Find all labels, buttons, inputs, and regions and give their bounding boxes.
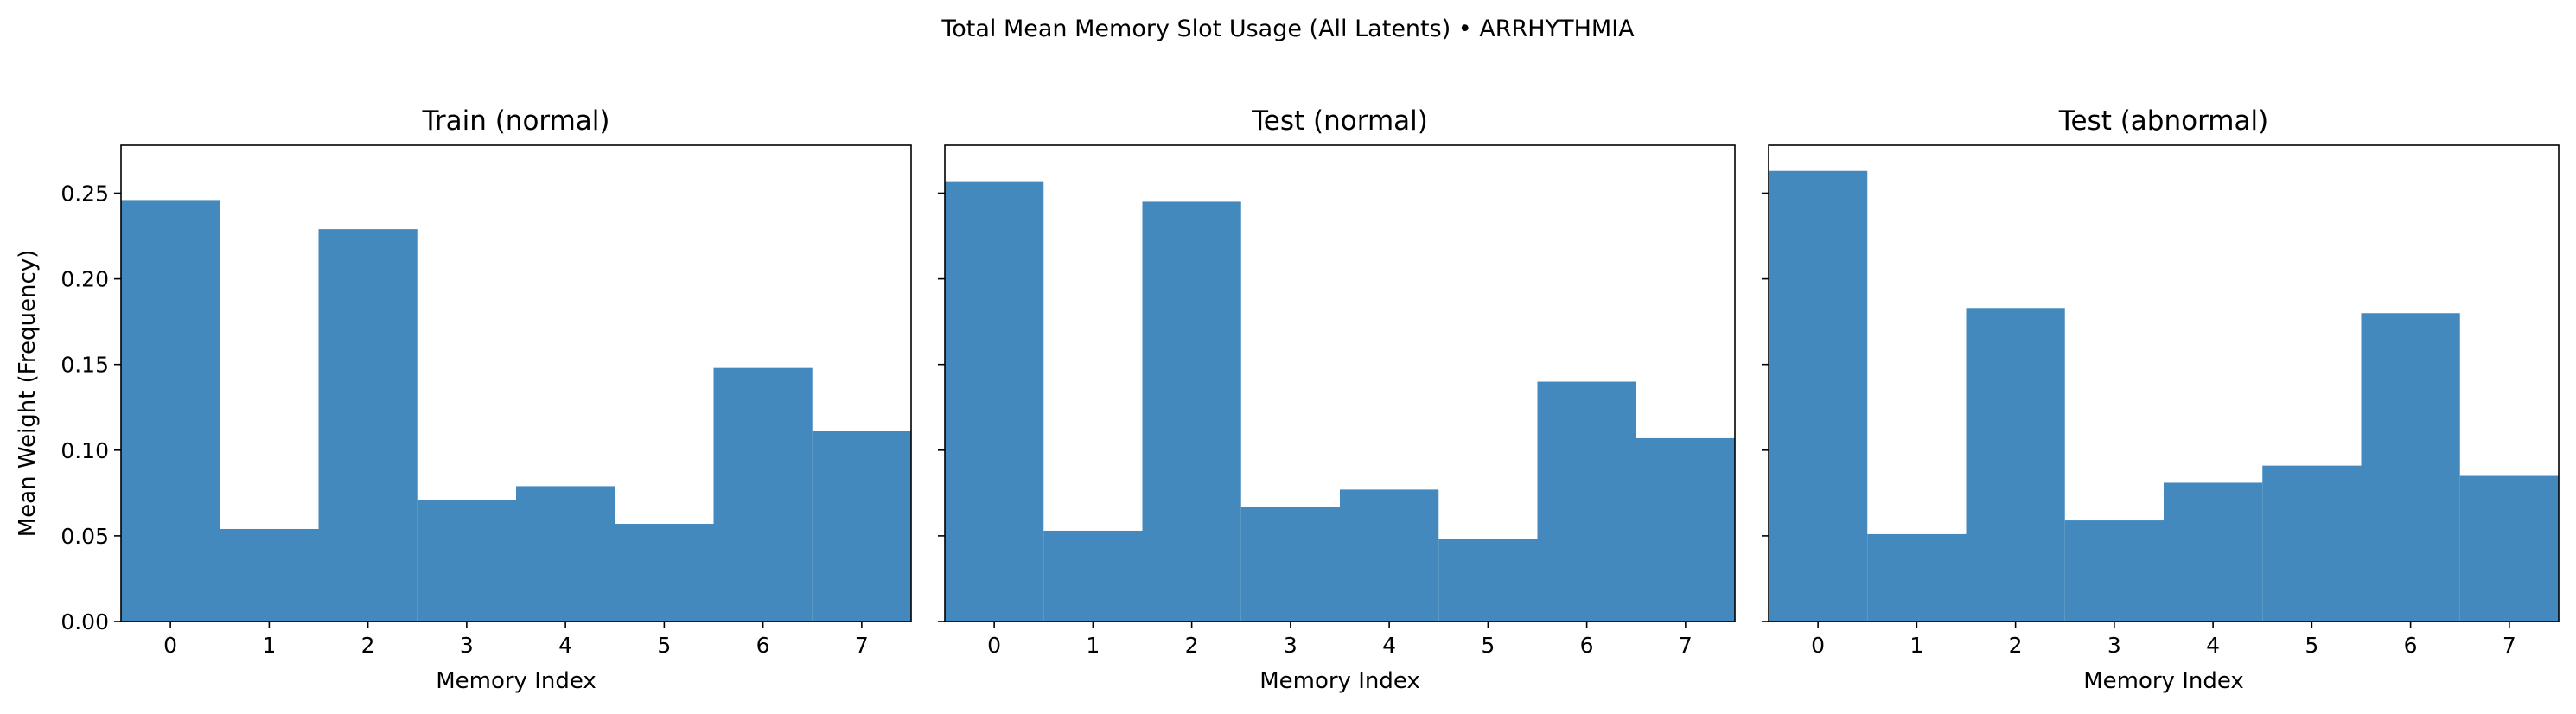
x-tick-label: 3 <box>1284 633 1298 658</box>
x-tick-label: 4 <box>2206 633 2220 658</box>
x-tick-label: 5 <box>2305 633 2318 658</box>
bar-0-6 <box>713 367 813 622</box>
x-tick-label: 6 <box>2404 633 2418 658</box>
bar-1-1 <box>1043 530 1143 622</box>
x-tick-label: 1 <box>1910 633 1923 658</box>
x-tick-label: 4 <box>1382 633 1396 658</box>
x-tick-label: 3 <box>460 633 474 658</box>
bar-0-2 <box>318 229 418 622</box>
x-tick-label: 5 <box>657 633 671 658</box>
subplot-1: Test (normal) 0 1 2 3 4 5 6 7 Memory Index <box>938 105 1736 694</box>
bar-2-1 <box>1867 533 1967 622</box>
y-tick-label: 0.20 <box>61 267 109 292</box>
axes-frame <box>120 144 912 622</box>
x-tick-label: 2 <box>361 633 375 658</box>
y-tick-label: 0.00 <box>61 609 109 634</box>
x-tick-label: 4 <box>558 633 572 658</box>
subplot-title: Train (normal) <box>421 105 609 137</box>
subplot-panels: Train (normal) 0 1 2 3 4 5 6 7 Memory Index 0.00 0.… <box>61 105 2560 694</box>
y-tick-label: 0.25 <box>61 181 109 206</box>
bar-0-3 <box>417 500 516 622</box>
x-tick-label: 6 <box>756 633 770 658</box>
x-tick-label: 2 <box>2009 633 2023 658</box>
bar-2-7 <box>2459 475 2559 622</box>
subplot-2: Test (abnormal) 0 1 2 3 4 5 6 7 Memory Index <box>1762 105 2560 694</box>
bar-1-3 <box>1240 507 1340 622</box>
x-tick-label: 2 <box>1185 633 1199 658</box>
x-tick-label: 7 <box>1679 633 1693 658</box>
bar-0-4 <box>516 486 615 622</box>
bar-0-5 <box>615 524 714 622</box>
bar-0-7 <box>812 430 911 622</box>
x-tick-label: 7 <box>855 633 869 658</box>
y-tick-label: 0.15 <box>61 353 109 378</box>
x-tick-label: 7 <box>2503 633 2516 658</box>
axes-frame <box>1768 144 2560 622</box>
figure-suptitle: Total Mean Memory Slot Usage (All Latent… <box>940 16 1635 42</box>
bar-2-2 <box>1966 308 2065 622</box>
x-tick-label: 0 <box>163 633 177 658</box>
bar-0-1 <box>220 528 319 622</box>
x-axis-label: Memory Index <box>1259 668 1420 694</box>
x-tick-label: 5 <box>1481 633 1495 658</box>
subplot-0: Train (normal) 0 1 2 3 4 5 6 7 Memory Index 0.00 0.… <box>61 105 912 694</box>
bar-1-0 <box>945 181 1044 622</box>
bar-1-6 <box>1537 381 1636 622</box>
x-tick-label: 3 <box>2107 633 2121 658</box>
x-tick-label: 6 <box>1580 633 1594 658</box>
y-tick-label: 0.10 <box>61 438 109 463</box>
bar-1-5 <box>1438 539 1538 622</box>
subplot-title: Test (normal) <box>1251 105 1428 137</box>
axes-frame <box>944 144 1736 622</box>
y-tick-label: 0.05 <box>61 524 109 549</box>
bar-1-2 <box>1142 201 1241 622</box>
bar-0-0 <box>121 200 220 622</box>
bar-2-3 <box>2064 520 2164 622</box>
x-axis-label: Memory Index <box>2083 668 2244 694</box>
bar-2-6 <box>2361 313 2460 622</box>
x-axis-label: Memory Index <box>436 668 596 694</box>
x-tick-label: 1 <box>1086 633 1100 658</box>
x-tick-label: 0 <box>987 633 1001 658</box>
x-tick-label: 0 <box>1811 633 1825 658</box>
bar-2-5 <box>2262 465 2362 622</box>
x-tick-label: 1 <box>262 633 276 658</box>
y-axis-label: Mean Weight (Frequency) <box>15 250 41 538</box>
bar-1-7 <box>1636 437 1735 622</box>
bar-2-4 <box>2164 482 2263 622</box>
subplot-title: Test (abnormal) <box>2058 105 2268 137</box>
bar-2-0 <box>1769 170 1868 622</box>
bar-1-4 <box>1340 489 1439 622</box>
